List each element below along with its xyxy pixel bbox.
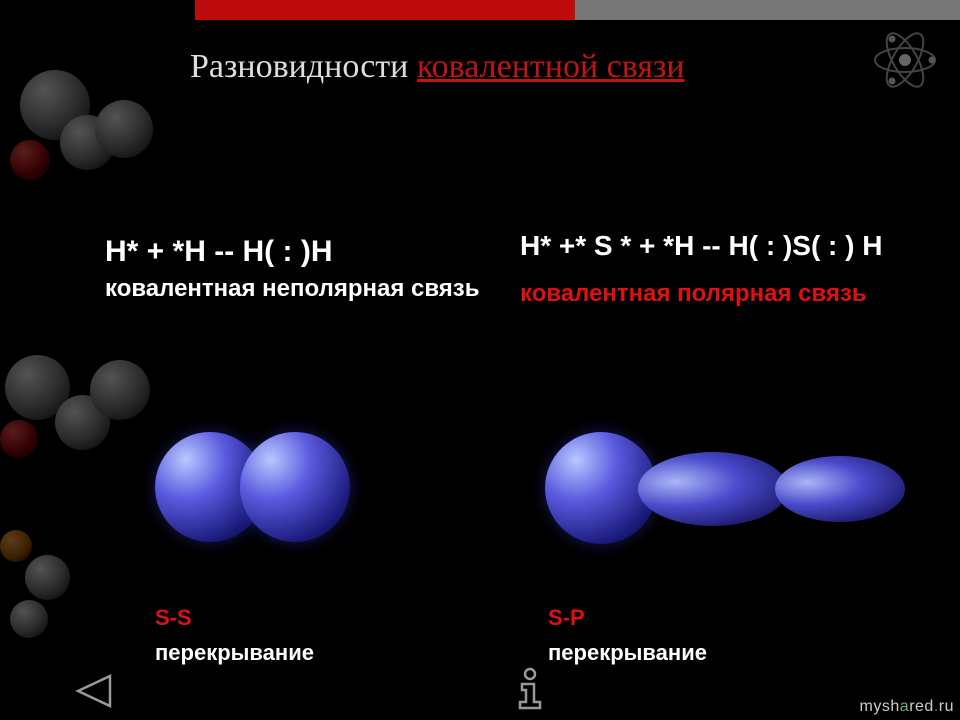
left-s-orbital-2 [240,432,350,542]
right-overlap-label: S-P [548,605,585,630]
right-overlap-word: перекрывание [548,640,707,665]
right-column: H* +* S * + *H -- H( : )S( : ) H ковален… [520,230,940,308]
atom-logo [870,30,940,90]
nav-info-button[interactable] [510,666,550,710]
topbar-gray [575,0,960,20]
right-formula: H* +* S * + *H -- H( : )S( : ) H [520,230,940,262]
watermark: myshared.ru [860,698,954,716]
left-subtitle: ковалентная неполярная связь [105,275,495,303]
right-overlap-caption: S-P перекрывание [548,600,707,670]
right-p-lobe-1 [638,452,788,526]
left-overlap-caption: S-S перекрывание [155,600,314,670]
left-formula: H* + *H -- H( : )H [105,235,495,269]
nav-prev-button[interactable] [70,672,114,710]
left-column: H* + *H -- H( : )H ковалентная неполярна… [105,235,495,303]
title-part2: ковалентной связи [417,48,685,85]
slide-title: Разновидности ковалентной связи [190,48,685,86]
right-s-orbital [545,432,657,544]
right-p-lobe-2 [775,456,905,522]
left-overlap-label: S-S [155,605,192,630]
right-subtitle: ковалентная полярная связь [520,280,940,308]
topbar-red [195,0,575,20]
title-part1: Разновидности [190,48,417,85]
left-overlap-word: перекрывание [155,640,314,665]
